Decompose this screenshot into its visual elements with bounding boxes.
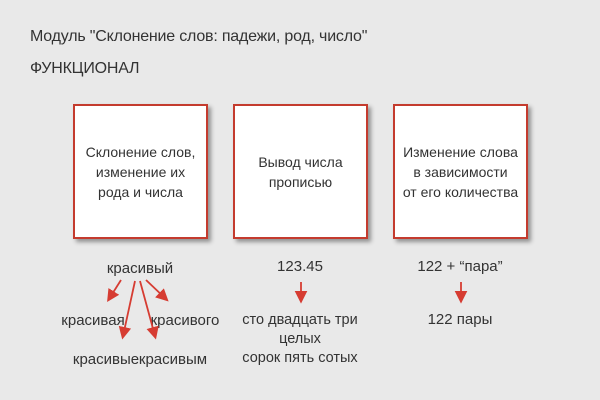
box-word-by-quantity-line2: в зависимости	[413, 163, 508, 180]
box-declension-line2: изменение их	[95, 163, 186, 180]
example-quantity-source: 122 + “пара”	[417, 258, 503, 275]
example-declension-form-plural: красивые	[72, 351, 140, 368]
example-declension-form-instrumental: красивым	[138, 351, 208, 368]
box-number-to-words-line1: Вывод числа	[258, 153, 343, 170]
box-number-to-words: Вывод числа прописью	[233, 104, 368, 239]
box-number-to-words-label: Вывод числа прописью	[258, 152, 342, 192]
box-word-by-quantity-label: Изменение слова в зависимости от его кол…	[403, 142, 518, 202]
box-declension-label: Склонение слов, изменение их рода и числ…	[86, 142, 196, 202]
example-declension-form-feminine: красивая	[61, 312, 125, 329]
box-number-to-words-line2: прописью	[268, 173, 333, 190]
arrow-to-krasivaya	[107, 279, 122, 303]
box-declension: Склонение слов, изменение их рода и числ…	[73, 104, 208, 239]
example-number-source: 123.45	[277, 258, 323, 275]
box-declension-line1: Склонение слов,	[85, 143, 196, 160]
example-number-result-line1: сто двадцать три целых	[242, 312, 358, 347]
box-word-by-quantity-line3: от его количества	[402, 183, 519, 200]
example-quantity-result: 122 пары	[427, 311, 493, 328]
example-number-result: сто двадцать три целых сорок пять сотых	[220, 311, 380, 368]
example-number-result-line2: сорок пять сотых	[242, 350, 358, 366]
box-word-by-quantity-line1: Изменение слова	[403, 143, 518, 160]
box-word-by-quantity: Изменение слова в зависимости от его кол…	[393, 104, 528, 239]
module-title: Модуль "Склонение слов: падежи, род, чис…	[30, 28, 368, 45]
arrow-to-krasivogo	[145, 279, 169, 302]
box-declension-line3: рода и числа	[98, 183, 183, 200]
example-declension-form-genitive: красивого	[150, 312, 220, 329]
functional-heading: ФУНКЦИОНАЛ	[30, 60, 140, 77]
example-declension-source: красивый	[106, 260, 174, 277]
